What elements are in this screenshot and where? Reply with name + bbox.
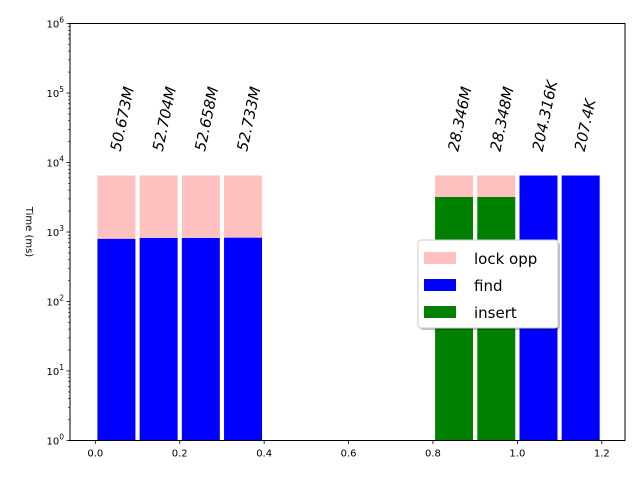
legend: lock opp find insert: [417, 239, 560, 330]
bar-value-label: 52.658M: [191, 85, 222, 153]
bar-8: [561, 175, 600, 441]
y-tick-label: 101: [46, 363, 64, 378]
bar-segment-lock-opp: [224, 175, 263, 238]
legend-label: insert: [474, 304, 517, 322]
bar-value-label: 207.4K: [571, 96, 600, 153]
bar-segment-lock-opp: [181, 175, 220, 238]
y-tick-label: 103: [46, 224, 64, 239]
legend-label: find: [474, 277, 502, 295]
x-tick-label: 0.4: [256, 449, 272, 460]
legend-swatch: [424, 306, 456, 318]
bar-segment-lock-opp: [97, 175, 136, 239]
y-axis: 100 101 102 103 104 105 106: [46, 16, 70, 448]
x-tick-label: 1.2: [594, 449, 610, 460]
y-tick-label: 102: [46, 294, 64, 309]
y-tick-label: 100: [46, 433, 64, 448]
bar-2: [139, 175, 178, 441]
bar-segment-find: [181, 237, 220, 441]
legend-swatch: [424, 252, 456, 264]
bar-segment-find: [224, 237, 263, 441]
y-tick-label: 105: [46, 85, 64, 100]
bar-4: [224, 175, 263, 441]
bar-segment-lock-opp: [139, 175, 178, 238]
bar-value-label: 52.704M: [149, 85, 180, 153]
x-tick-label: 0.6: [341, 449, 357, 460]
bar-segment-find: [561, 175, 600, 441]
x-tick-label: 0.8: [425, 449, 441, 460]
bar-1: [97, 175, 136, 441]
bar-value-label: 52.733M: [233, 85, 264, 153]
bar-segment-find: [139, 237, 178, 441]
x-axis: 0.0 0.2 0.4 0.6 0.8 1.0 1.2: [87, 440, 610, 460]
x-tick-label: 0.0: [87, 449, 103, 460]
bar-3: [181, 175, 220, 441]
y-tick-label: 104: [46, 155, 64, 170]
bar-value-label: 28.348M: [487, 85, 518, 153]
x-tick-label: 1.0: [509, 449, 525, 460]
y-tick-label: 106: [46, 16, 64, 31]
x-tick-label: 0.2: [172, 449, 188, 460]
bar-value-label: 204.316K: [529, 78, 562, 153]
bar-value-label: 50.673M: [107, 85, 138, 153]
bar-segment-lock-opp: [435, 175, 474, 197]
bar-value-label: 28.346M: [444, 85, 475, 153]
bar-annotations: 50.673M 52.704M 52.658M 52.733M 28.346M 28.34…: [107, 78, 600, 153]
legend-label: lock opp: [474, 250, 537, 268]
bar-segment-find: [97, 238, 136, 441]
legend-swatch: [424, 279, 456, 291]
y-axis-label: Time (ms): [23, 206, 34, 258]
bar-segment-lock-opp: [477, 175, 516, 197]
